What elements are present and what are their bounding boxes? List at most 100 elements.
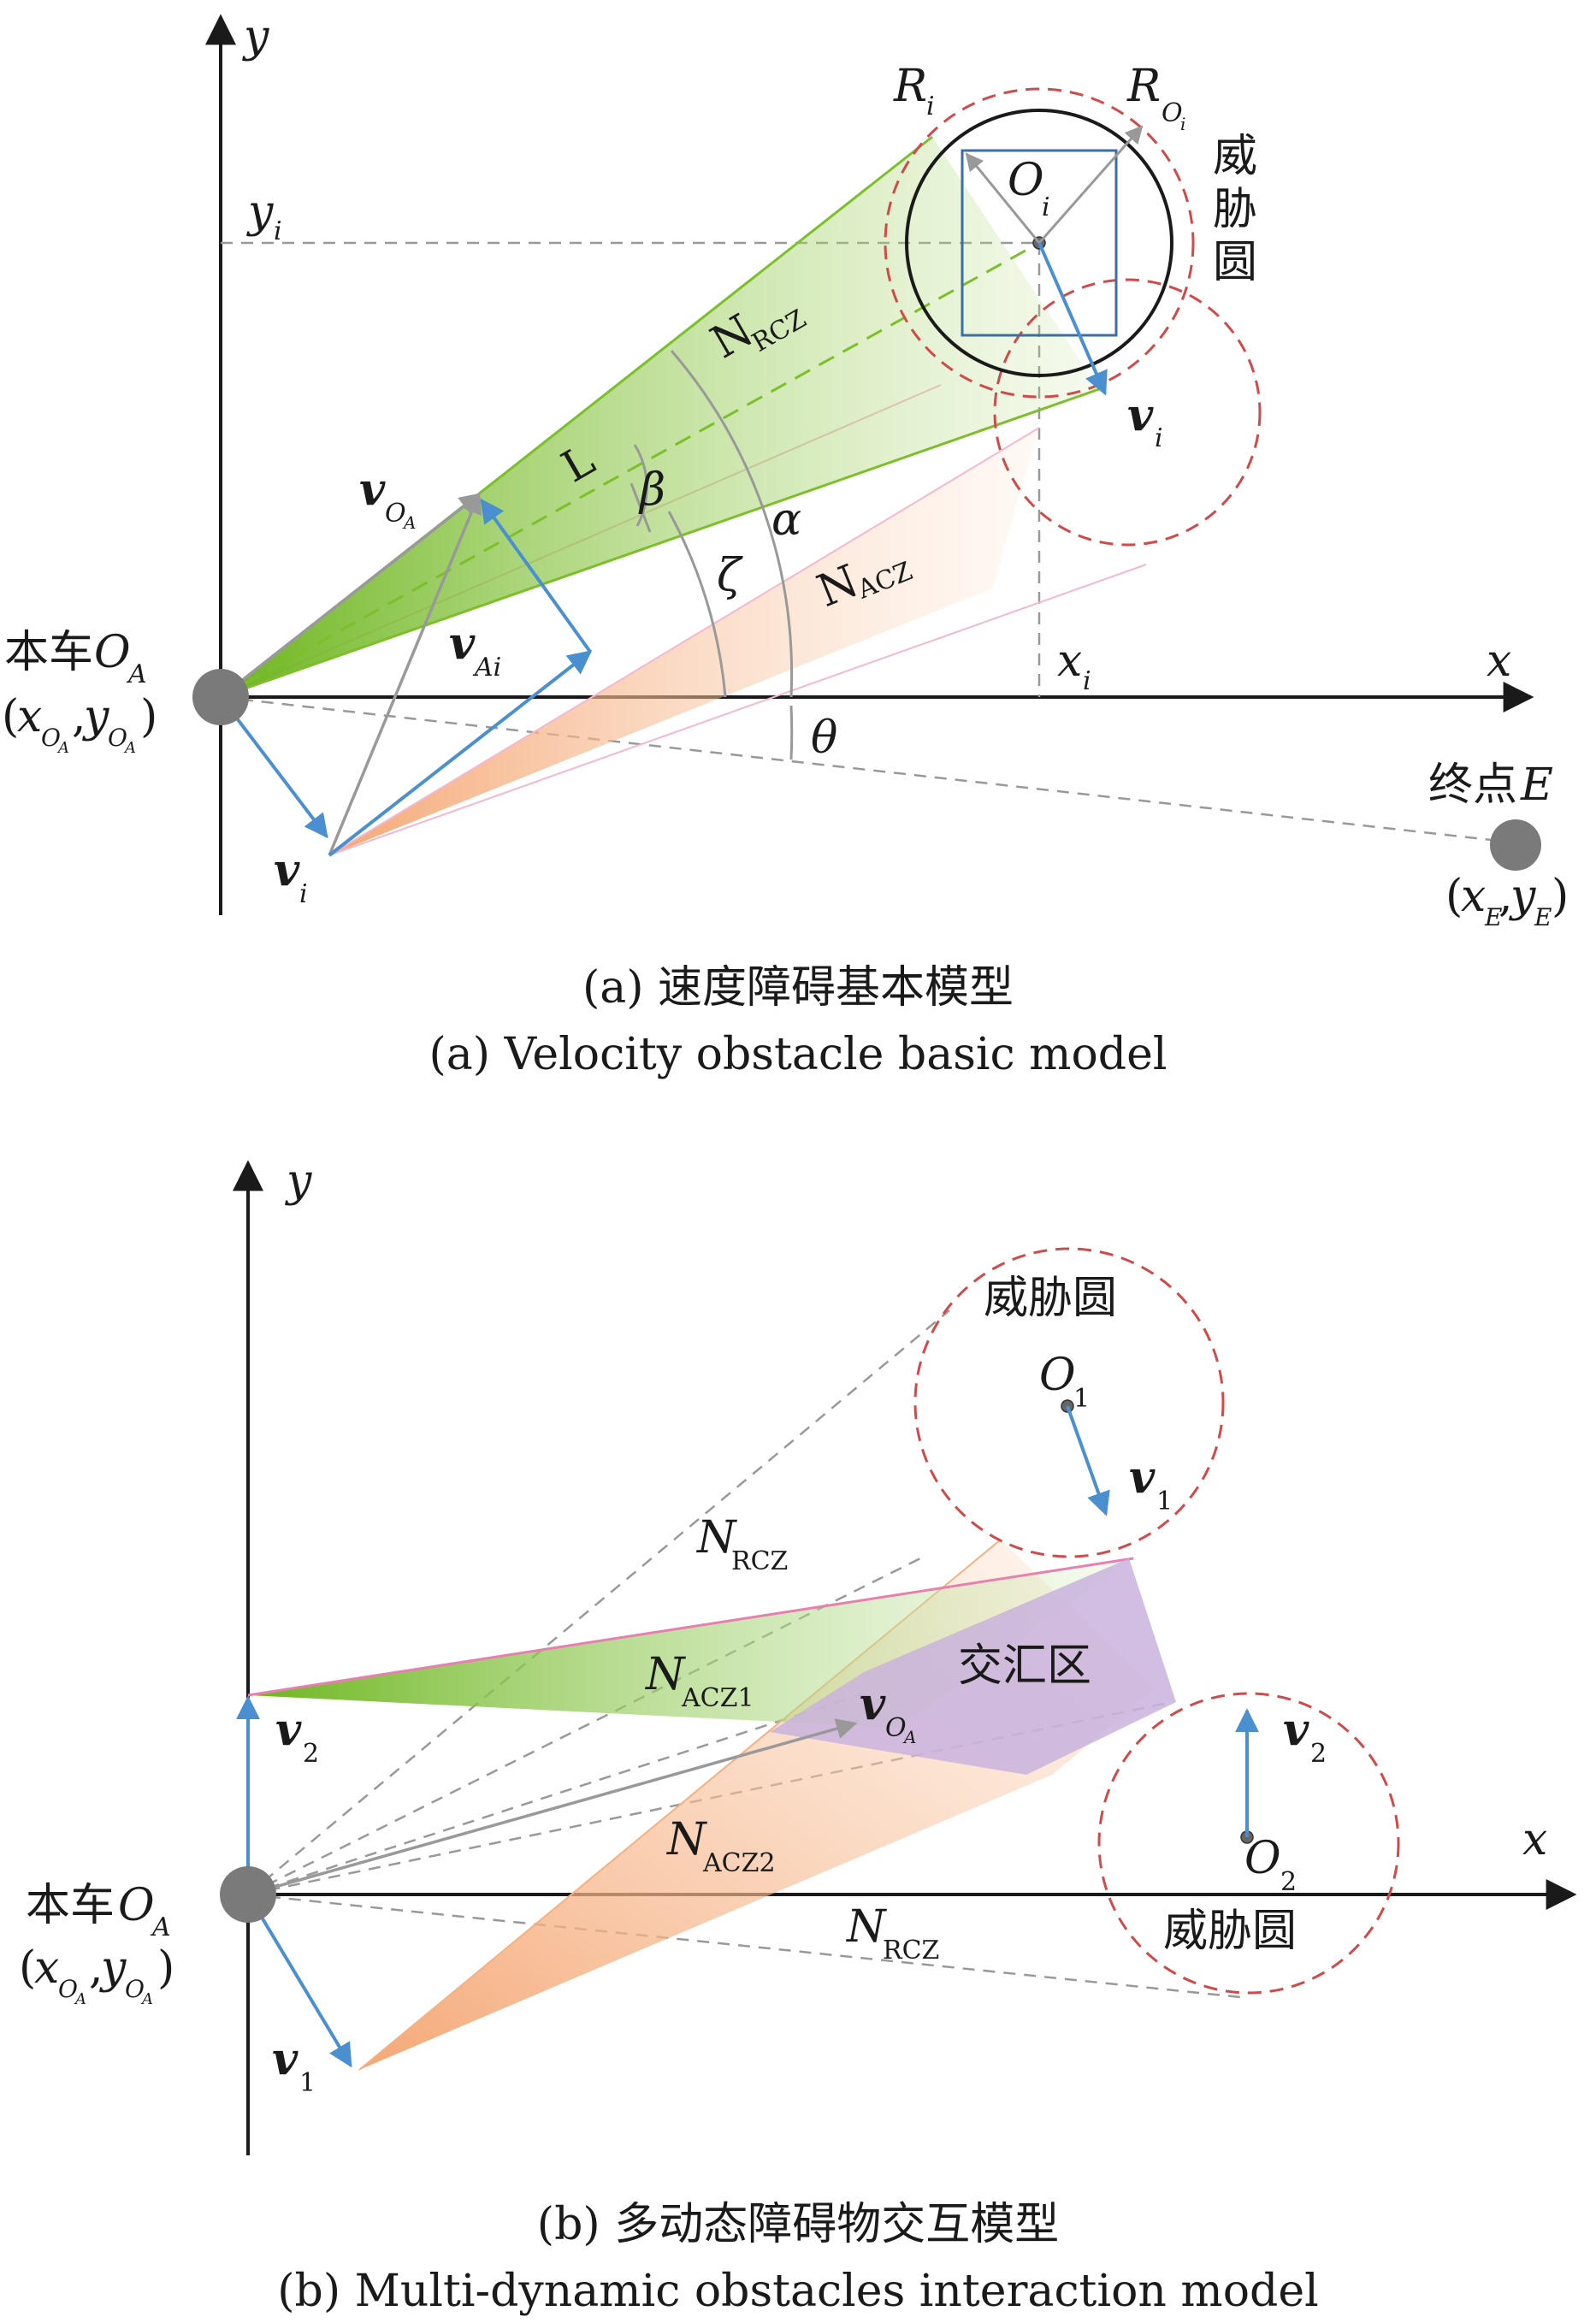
r-oi-label: R (1126, 61, 1161, 112)
threat-circle-2 (1097, 1692, 1400, 1995)
v-ai-arrow (328, 650, 593, 857)
y-axis-label-b: y (285, 1156, 312, 1207)
zeta-label: ζ (717, 550, 743, 601)
ego-vehicle-a (192, 669, 249, 725)
ego-coord-ysubsub-b: A (140, 1990, 153, 2008)
caption-b-en: (b) Multi-dynamic obstacles interaction … (277, 2266, 1318, 2317)
beta-arc (633, 444, 648, 527)
v-ai-sub: Ai (472, 653, 501, 683)
o1-sub: 1 (1073, 1384, 1090, 1414)
v-i-right-label: v (1127, 389, 1154, 441)
n-rcz-bottom-sub: RCZ (883, 1936, 939, 1965)
goal-point-e (1490, 819, 1541, 871)
x-axis-label-a: x (1487, 635, 1511, 687)
ego-coord-comma-b: , (89, 1942, 103, 1994)
ego-label-a: 本车 (4, 627, 93, 678)
v-oa-sub-b: O (885, 1713, 907, 1743)
alpha-label: α (771, 494, 801, 546)
ego-o-sub-b: A (150, 1912, 171, 1942)
ego-coord-x-b: x (34, 1942, 59, 1994)
ego-o-b: O (118, 1880, 155, 1931)
v-i-bottom-label: v (274, 844, 300, 896)
o-i-label: O (1008, 155, 1044, 206)
theta-label: θ (811, 712, 837, 764)
ego-o-sub-a: A (126, 659, 147, 689)
n-acz1-sub: ACZ1 (681, 1683, 754, 1713)
threat-circle-top-label: 威胁圆 (984, 1273, 1117, 1324)
ego-coord-xsubsub-b: A (74, 1990, 86, 2008)
o1-label: O (1039, 1350, 1076, 1401)
v1-left-sub: 1 (299, 2068, 316, 2098)
intersection-label: 交汇区 (958, 1640, 1091, 1692)
end-coord-open: ( (1445, 871, 1463, 922)
threat-circle-shifted-a (993, 278, 1262, 547)
end-coord-xsub: E (1484, 903, 1502, 931)
end-coord-x: x (1461, 871, 1486, 922)
intersection-region (770, 1558, 1176, 1775)
r-oi-arrow (1037, 125, 1144, 244)
v-ai-arrow-dup (219, 493, 481, 699)
v-oa-label-b: v (860, 1678, 886, 1730)
threat-circle-char-1: 威 (1213, 131, 1257, 182)
alpha-arc (670, 350, 794, 698)
x-i-sub: i (1083, 666, 1091, 696)
acz1-edge-top (247, 1557, 1134, 1697)
x-axis-label-b: x (1522, 1814, 1547, 1865)
v-i-obstacle-arrow (1037, 242, 1108, 396)
n-acz2-label: N (665, 1814, 707, 1865)
v-i-bottom-sub: i (299, 879, 308, 909)
obstacle-box-a (961, 149, 1118, 337)
v2-right-sub: 2 (1310, 1739, 1327, 1769)
ego-coord-xsubsub-a: A (56, 739, 69, 757)
ego-coord-open-b: ( (19, 1942, 36, 1994)
end-coord-ysub: E (1534, 903, 1552, 931)
r-i-arrow (965, 152, 1041, 244)
r-oi-subsub: i (1180, 114, 1185, 134)
v-oa-label: v (359, 464, 386, 516)
ego-coord-y-b: y (99, 1942, 127, 1994)
ego-coord-y-a: y (82, 691, 109, 742)
y-i-sub: i (274, 216, 282, 246)
ego-coord-close-a: ) (140, 691, 157, 742)
ego-coord-comma-a: , (72, 691, 86, 742)
end-e-label: E (1520, 760, 1553, 811)
ego-coord-ysub-b: O (125, 1975, 145, 2003)
end-label: 终点 (1428, 760, 1517, 811)
o2-sub: 2 (1280, 1867, 1297, 1897)
ego-coord-close-b: ) (157, 1942, 174, 1994)
v-i-shift-arrow (480, 498, 592, 653)
ego-coord-xsub-a: O (41, 724, 61, 752)
ego-coord-ysubsub-a: A (123, 739, 136, 757)
rcz-edge-bottom (220, 387, 1100, 699)
rcz-green-dashed (247, 1692, 865, 1896)
ego-coord-x-a: x (17, 691, 42, 742)
v1-right-sub: 1 (1156, 1487, 1173, 1516)
ego-vehicle-b (220, 1866, 276, 1923)
caption-a-en: (a) Velocity obstacle basic model (429, 1029, 1167, 1080)
n-acz1-label: N (644, 1649, 686, 1700)
beta-label: β (638, 464, 665, 516)
caption-a-cn: (a) 速度障碍基本模型 (582, 962, 1014, 1014)
v-i-ego-arrow (219, 695, 328, 839)
v-oa-arrow (328, 492, 482, 856)
n-acz2-sub: ACZ2 (702, 1848, 776, 1878)
threat-circle-char-3: 圆 (1213, 237, 1257, 288)
acz-edge-bottom (328, 564, 1147, 856)
zeta-arc (667, 511, 727, 698)
threat-circle-bottom-label: 威胁圆 (1163, 1906, 1297, 1957)
theta-arc (789, 705, 794, 760)
v-i-right-sub: i (1155, 423, 1163, 453)
goal-line (220, 695, 1515, 844)
ego-o-a: O (94, 627, 131, 678)
v-ai-label: v (449, 618, 476, 670)
n-rcz-top-sub: RCZ (731, 1546, 788, 1576)
rcz-bottom-dashed (247, 1893, 1241, 1999)
y-axis-label-a: y (242, 11, 269, 62)
v1-left-label: v (272, 2033, 299, 2085)
o-i-sub: i (1042, 192, 1050, 222)
v1-obstacle-arrow (1066, 1405, 1110, 1516)
v1-right-label: v (1129, 1451, 1156, 1504)
end-coord-y: y (1509, 871, 1536, 922)
threat-circle-dashed-a (884, 87, 1195, 399)
ego-coord-xsub-b: O (58, 1975, 78, 2003)
